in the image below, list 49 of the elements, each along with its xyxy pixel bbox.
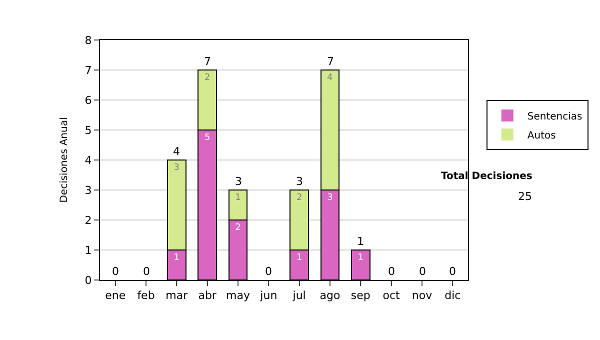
y-tick-label: 0 xyxy=(84,274,92,287)
y-tick-label: 5 xyxy=(84,124,92,137)
total-label: 0 xyxy=(143,265,150,278)
data-label: 2 xyxy=(204,73,210,83)
x-tick-label: nov xyxy=(412,289,433,302)
y-tick-label: 2 xyxy=(84,214,92,227)
x-tick-label: jun xyxy=(259,289,278,302)
data-label: 4 xyxy=(327,73,333,83)
annotation: Total Decisiones xyxy=(441,171,532,182)
legend-label: Autos xyxy=(527,130,556,142)
x-tick-label: oct xyxy=(382,289,401,302)
x-tick-label: sep xyxy=(350,289,370,302)
total-label: 4 xyxy=(173,145,180,158)
data-label: 2 xyxy=(235,223,241,233)
x-tick-label: jul xyxy=(292,289,306,302)
total-label: 7 xyxy=(204,55,211,68)
data-label: 5 xyxy=(204,133,210,143)
data-label: 1 xyxy=(174,253,180,263)
x-tick-label: ago xyxy=(320,289,340,302)
total-label: 0 xyxy=(449,265,456,278)
y-tick-label: 7 xyxy=(84,64,92,77)
x-tick-label: feb xyxy=(137,289,155,302)
total-label: 0 xyxy=(265,265,272,278)
x-tick-label: ene xyxy=(105,289,126,302)
y-axis-title: Decisiones Anual xyxy=(58,117,70,203)
x-tick-label: mar xyxy=(166,289,188,302)
data-label: 3 xyxy=(327,193,333,203)
data-label: 1 xyxy=(235,193,241,203)
data-label: 3 xyxy=(174,163,180,173)
total-label: 3 xyxy=(235,175,242,188)
total-label: 7 xyxy=(327,55,334,68)
y-tick-label: 4 xyxy=(84,154,92,167)
data-label: 1 xyxy=(296,253,302,263)
text: 25 xyxy=(518,190,532,203)
x-tick-label: may xyxy=(226,289,250,302)
total-label: 0 xyxy=(419,265,426,278)
x-tick-label: abr xyxy=(198,289,217,302)
total-label: 3 xyxy=(296,175,303,188)
data-label: 2 xyxy=(296,193,302,203)
legend-label: Sentencias xyxy=(527,111,582,122)
total-label: 1 xyxy=(357,235,364,248)
y-tick-label: 8 xyxy=(84,34,92,47)
y-tick-label: 6 xyxy=(84,94,92,107)
y-tick-label: 3 xyxy=(84,184,92,197)
x-tick-label: dic xyxy=(444,289,461,302)
total-label: 0 xyxy=(112,265,119,278)
y-tick-label: 1 xyxy=(84,244,92,257)
data-label: 1 xyxy=(358,253,364,263)
total-label: 0 xyxy=(388,265,395,278)
